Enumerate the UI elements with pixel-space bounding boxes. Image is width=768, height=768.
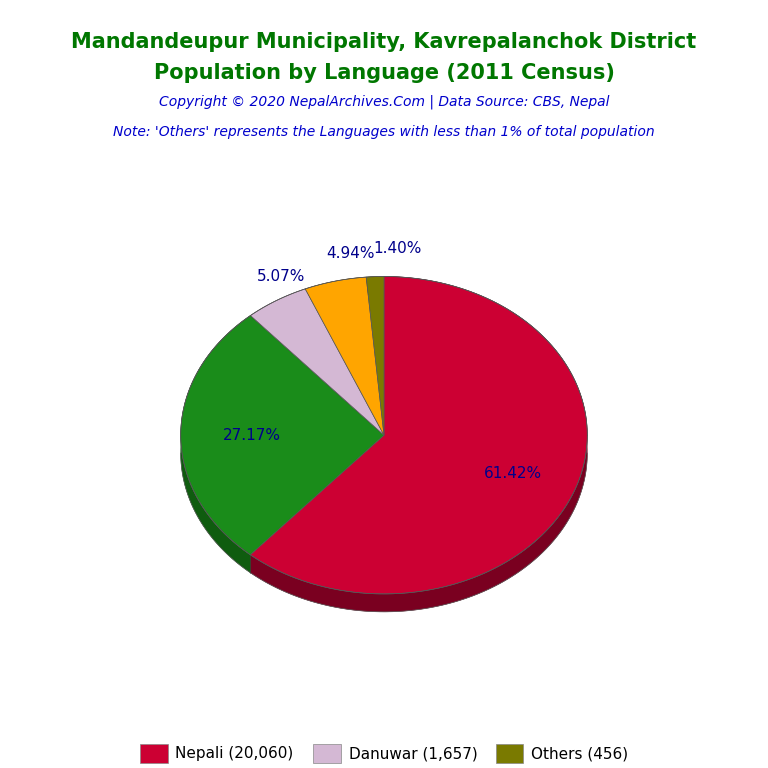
Polygon shape: [180, 316, 250, 573]
Polygon shape: [180, 316, 384, 554]
Polygon shape: [250, 276, 588, 594]
Text: 27.17%: 27.17%: [223, 428, 281, 442]
Text: 4.94%: 4.94%: [326, 246, 375, 261]
Text: 5.07%: 5.07%: [257, 269, 306, 283]
Text: Copyright © 2020 NepalArchives.Com | Data Source: CBS, Nepal: Copyright © 2020 NepalArchives.Com | Dat…: [159, 94, 609, 108]
Polygon shape: [305, 277, 384, 435]
Text: Note: 'Others' represents the Languages with less than 1% of total population: Note: 'Others' represents the Languages …: [113, 125, 655, 139]
Polygon shape: [305, 277, 366, 306]
Text: Population by Language (2011 Census): Population by Language (2011 Census): [154, 63, 614, 83]
Text: Mandandeupur Municipality, Kavrepalanchok District: Mandandeupur Municipality, Kavrepalancho…: [71, 32, 697, 52]
Polygon shape: [250, 289, 384, 435]
Polygon shape: [366, 276, 384, 295]
Text: 1.40%: 1.40%: [373, 240, 422, 256]
Polygon shape: [366, 276, 384, 435]
Legend: Nepali (20,060), Tamang (8,874), Danuwar (1,657), Newar (1,612), Others (456): Nepali (20,060), Tamang (8,874), Danuwar…: [134, 738, 634, 768]
Polygon shape: [250, 289, 305, 333]
Text: 61.42%: 61.42%: [485, 465, 542, 481]
Polygon shape: [250, 276, 588, 612]
